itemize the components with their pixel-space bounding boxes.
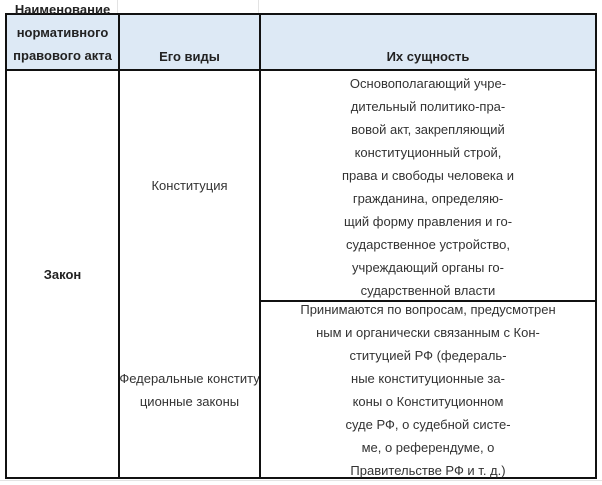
- essence-line: ституцией РФ (федераль-: [349, 347, 507, 363]
- essence-line: права и свободы человека и: [342, 167, 514, 183]
- header-line: Наименование: [14, 2, 111, 17]
- header-types[interactable]: Его виды: [120, 15, 259, 69]
- act-cell[interactable]: Закон: [7, 71, 118, 477]
- essence-line: вовой акт, закрепляющий: [351, 121, 505, 137]
- header-line: правового акта: [13, 48, 112, 63]
- essence-line: коны о Конституционном: [352, 393, 504, 409]
- type-line: ционные законы: [139, 393, 240, 409]
- type-name: Конституция: [151, 178, 228, 193]
- essence-line: Принимаются по вопросам, предусмотрен: [300, 301, 556, 317]
- gridline: [0, 480, 602, 481]
- column-divider: [259, 15, 261, 477]
- essence-line: ме, о референдуме, о: [361, 439, 495, 455]
- essence-line: Правительстве РФ и т. д.): [350, 462, 506, 478]
- type-line: Федеральные конститу: [120, 370, 259, 386]
- essence-line: суде РФ, о судебной систе-: [345, 416, 511, 432]
- column-divider: [118, 15, 120, 477]
- row-divider: [259, 300, 595, 302]
- essence-line: сударственное устройство,: [345, 236, 511, 252]
- type-cell-constitution[interactable]: Конституция: [120, 71, 259, 300]
- act-name: Закон: [43, 266, 82, 282]
- type-cell-federal-constitutional-laws[interactable]: Федеральные конститу ционные законы: [120, 302, 259, 477]
- header-text: Их сущность: [386, 49, 470, 64]
- essence-line: щий форму правления и го-: [343, 213, 513, 229]
- essence-line: учреждающий органы го-: [352, 259, 504, 275]
- essence-cell-federal-constitutional-laws[interactable]: Принимаются по вопросам, предусмотрен ны…: [261, 302, 595, 478]
- essence-line: ным и органически связанным с Кон-: [316, 324, 540, 340]
- gridline: [258, 0, 259, 13]
- essence-line: гражданина, определяю-: [352, 190, 504, 206]
- essence-line: ные конституционные за-: [351, 370, 505, 386]
- law-types-table: Наименование нормативного правового акта…: [5, 2, 597, 479]
- essence-line: конституционный строй,: [354, 144, 502, 160]
- essence-cell-constitution[interactable]: Основополагающий учре- дительный политик…: [261, 71, 595, 300]
- gridline: [117, 0, 118, 13]
- essence-line: сударственной власти: [360, 282, 496, 298]
- header-divider: [7, 69, 595, 71]
- essence-line: дительный политико-пра-: [350, 98, 506, 114]
- essence-line: Основополагающий учре-: [349, 75, 507, 91]
- header-act-name[interactable]: Наименование нормативного правового акта: [7, 2, 118, 69]
- header-essence[interactable]: Их сущность: [261, 15, 595, 69]
- header-line: нормативного: [16, 25, 109, 40]
- header-text: Его виды: [159, 49, 220, 64]
